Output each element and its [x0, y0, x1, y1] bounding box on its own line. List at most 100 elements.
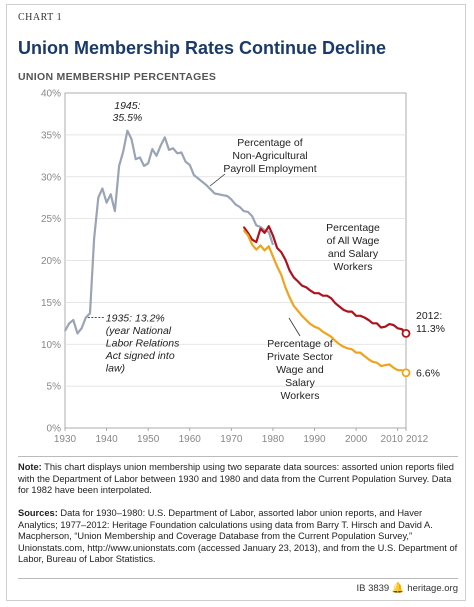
footer: IB 3839 🔔 heritage.org	[356, 583, 458, 594]
data-point-non_agricultural	[168, 149, 170, 151]
data-point-all_workers	[330, 297, 332, 299]
x-tick-label: 1960	[179, 434, 202, 445]
data-point-non_agricultural	[205, 184, 207, 186]
data-point-private_sector	[376, 362, 378, 364]
end-value-private: 6.6%	[416, 368, 440, 380]
sources-text: Data for 1930–1980: U.S. Department of L…	[18, 508, 458, 564]
leader-line	[288, 317, 301, 337]
data-point-private_sector	[363, 355, 366, 357]
x-tick-label: 1990	[303, 434, 326, 445]
data-point-private_sector	[280, 274, 282, 276]
data-point-non_agricultural	[76, 332, 79, 334]
data-point-non_agricultural	[143, 165, 145, 167]
leader-line	[209, 173, 226, 187]
annotation-act: law)	[106, 362, 125, 374]
y-tick-label: 20%	[41, 256, 61, 267]
data-point-private_sector	[397, 369, 399, 371]
data-point-non_agricultural	[201, 181, 203, 183]
data-point-all_workers	[388, 323, 390, 325]
y-tick-label: 10%	[41, 340, 61, 351]
data-point-all_workers	[322, 295, 324, 297]
data-point-all_workers	[305, 286, 307, 288]
y-tick-label: 30%	[41, 172, 61, 183]
x-tick-label: 1980	[262, 434, 285, 445]
data-point-private_sector	[313, 326, 316, 328]
data-point-all_workers	[313, 292, 316, 294]
data-point-all_workers	[351, 310, 353, 313]
data-point-all_workers	[293, 276, 295, 278]
series-label-non-agricultural: Payroll Employment	[223, 163, 316, 175]
data-point-all_workers	[363, 316, 366, 319]
annotation-peak: 1945:	[114, 100, 140, 112]
data-point-non_agricultural	[226, 195, 228, 197]
series-label-all-workers: Percentage	[326, 222, 380, 234]
data-point-all_workers	[272, 234, 274, 236]
data-point-non_agricultural	[180, 151, 183, 154]
data-point-non_agricultural	[197, 177, 199, 180]
data-point-private_sector	[384, 364, 386, 366]
data-point-all_workers	[380, 326, 382, 329]
data-point-non_agricultural	[81, 327, 83, 329]
series-line-all_workers	[242, 225, 407, 335]
data-point-non_agricultural	[126, 130, 128, 132]
y-tick-label: 0%	[47, 424, 62, 435]
footer-id: IB 3839	[356, 583, 390, 594]
data-point-all_workers	[401, 328, 403, 330]
data-point-non_agricultural	[130, 138, 133, 140]
data-point-non_agricultural	[110, 193, 112, 195]
data-point-private_sector	[272, 255, 274, 257]
data-point-non_agricultural	[93, 238, 95, 240]
data-point-all_workers	[343, 309, 345, 311]
data-point-private_sector	[259, 244, 262, 247]
chart-title: Union Membership Rates Continue Decline	[18, 38, 387, 58]
y-tick-label: 15%	[41, 298, 61, 309]
series-label-private-sector: Wage and	[276, 364, 324, 376]
data-point-non_agricultural	[139, 156, 141, 159]
data-point-non_agricultural	[151, 148, 153, 150]
data-point-all_workers	[251, 238, 253, 241]
data-point-private_sector	[297, 310, 299, 312]
data-point-non_agricultural	[122, 151, 124, 153]
data-point-private_sector	[284, 286, 287, 288]
annotation-act: 1935: 13.2%	[106, 312, 165, 324]
note-label: Note:	[18, 462, 42, 472]
annotation-peak: 35.5%	[112, 112, 142, 124]
series-line-private_sector	[242, 229, 407, 374]
data-point-non_agricultural	[85, 316, 87, 319]
series-label-all-workers: of All Wage	[327, 235, 380, 247]
data-point-non_agricultural	[251, 215, 253, 217]
data-point-non_agricultural	[135, 158, 137, 160]
data-point-private_sector	[326, 333, 328, 335]
annotation-act: (year National	[106, 325, 172, 337]
data-point-all_workers	[259, 228, 262, 230]
data-point-all_workers	[297, 280, 299, 283]
data-point-private_sector	[301, 315, 303, 317]
x-tick-label: 1970	[220, 434, 243, 445]
series-label-non-agricultural: Percentage of	[237, 137, 302, 149]
data-point-private_sector	[388, 363, 390, 365]
data-point-non_agricultural	[184, 161, 187, 163]
data-point-private_sector	[380, 365, 382, 367]
data-point-private_sector	[338, 343, 341, 345]
data-point-non_agricultural	[155, 155, 158, 157]
grid-lines	[64, 92, 407, 429]
series-label-private-sector: Salary	[285, 377, 316, 389]
data-point-all_workers	[309, 290, 311, 292]
data-point-private_sector	[255, 249, 257, 251]
data-point-private_sector	[251, 243, 253, 246]
series-label-all-workers: and Salary	[328, 248, 379, 260]
divider	[18, 578, 458, 579]
data-point-all_workers	[384, 326, 386, 328]
data-point-private_sector	[268, 245, 270, 247]
data-point-private_sector	[392, 367, 395, 369]
sources: Sources: Data for 1930–1980: U.S. Depart…	[18, 508, 458, 566]
data-point-non_agricultural	[218, 193, 220, 195]
data-point-private_sector	[318, 327, 320, 329]
data-point-private_sector	[322, 331, 324, 333]
data-point-all_workers	[359, 315, 361, 317]
y-axis: 0% 5% 10% 15% 20% 25% 30% 35% 40%	[41, 89, 61, 435]
series-label-private-sector: Percentage of	[267, 338, 332, 350]
data-point-non_agricultural	[147, 162, 149, 164]
data-point-non_agricultural	[176, 152, 178, 154]
